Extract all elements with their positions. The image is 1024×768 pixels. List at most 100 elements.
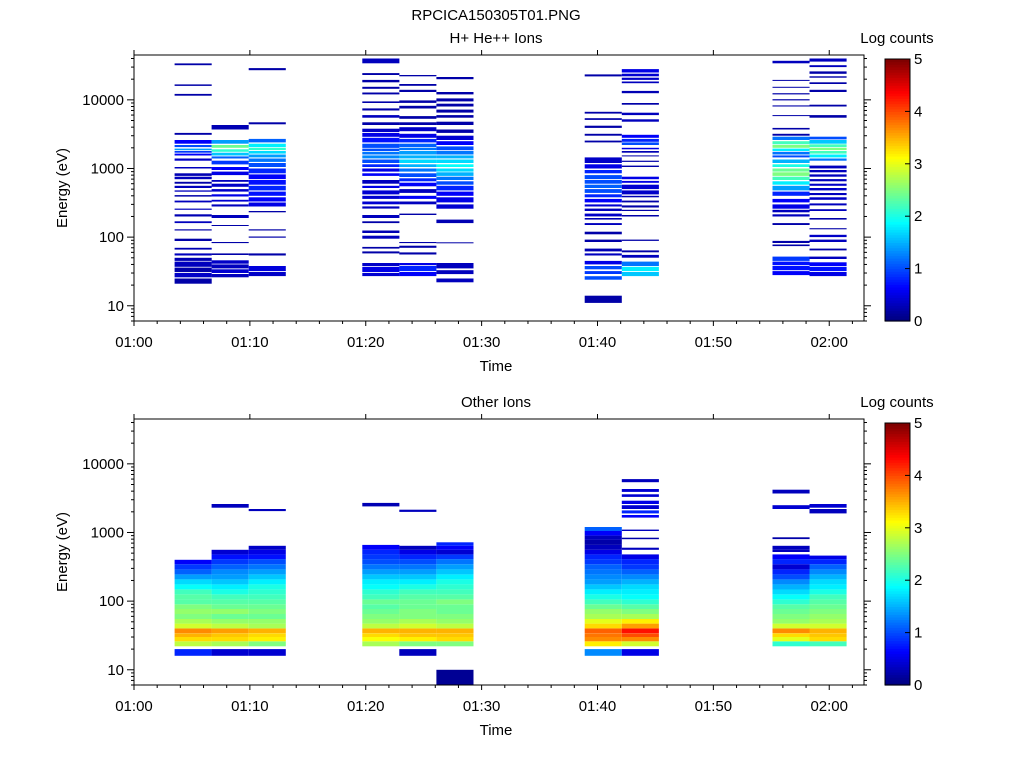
colorbar-segment	[885, 451, 910, 456]
heatmap-cell	[436, 135, 474, 140]
heatmap-cell	[809, 179, 847, 182]
heatmap-cell	[584, 535, 622, 540]
colorbar-segment	[885, 446, 910, 450]
heatmap-cell	[584, 641, 622, 647]
heatmap-cell	[772, 618, 810, 624]
heatmap-cell	[362, 569, 400, 575]
colorbar-segment	[885, 90, 910, 94]
heatmap-cell	[436, 545, 474, 550]
heatmap-cell	[362, 128, 400, 132]
heatmap-cell	[248, 594, 286, 600]
heatmap-cell	[621, 272, 659, 277]
heatmap-cell	[436, 278, 474, 283]
heatmap-cell	[362, 180, 400, 184]
colorbar-segment	[885, 462, 910, 466]
colorbar-segment	[885, 530, 910, 534]
heatmap-cell	[584, 266, 622, 270]
heatmap-cell	[772, 93, 810, 95]
heatmap-cell	[809, 637, 847, 642]
heatmap-cell	[248, 623, 286, 629]
heatmap-cell	[362, 115, 400, 118]
heatmap-cell	[248, 151, 286, 154]
heatmap-cell	[772, 505, 810, 509]
heatmap-cell	[809, 82, 847, 84]
heatmap-cell	[399, 213, 437, 215]
colorbar-segment	[885, 179, 910, 183]
heatmap-cell	[621, 147, 659, 150]
heatmap-cell	[362, 623, 400, 629]
colorbar-segment	[885, 213, 910, 217]
heatmap-cell	[621, 515, 659, 518]
colorbar-tick-label: 4	[914, 467, 922, 484]
heatmap-cell	[621, 215, 659, 217]
heatmap-cell	[809, 614, 847, 619]
heatmap-cell	[584, 208, 622, 211]
heatmap-cell	[772, 589, 810, 595]
heatmap-cell	[248, 143, 286, 148]
heatmap-cell	[436, 92, 474, 95]
heatmap-cell	[174, 140, 212, 144]
heatmap-cell	[584, 231, 622, 235]
heatmap-cell	[174, 257, 212, 261]
colorbar-segment	[885, 629, 910, 634]
heatmap-cell	[248, 185, 286, 191]
colorbar: 0 1 2 3 4 5	[884, 51, 922, 330]
heatmap-cell	[621, 599, 659, 605]
colorbar-segment	[885, 281, 910, 285]
heatmap-cell	[809, 104, 847, 107]
colorbar-segment	[885, 433, 910, 437]
colorbar-segment	[885, 200, 910, 204]
heatmap-cell	[436, 204, 474, 209]
colorbar-segment	[885, 140, 910, 144]
colorbar-segment	[885, 666, 910, 670]
heatmap-cell	[362, 137, 400, 143]
colorbar-segment	[885, 307, 910, 312]
panel-h-he-ions: H+ He++ Ions Log counts 01:00 01:10 01:20 0…	[54, 30, 934, 375]
heatmap-cell	[772, 633, 810, 637]
heatmap-cell	[621, 649, 659, 656]
heatmap-cell	[621, 574, 659, 580]
heatmap-cell	[772, 564, 810, 570]
heatmap-cell	[211, 180, 249, 182]
heatmap-cell	[584, 637, 622, 642]
heatmap-cell	[621, 160, 659, 162]
colorbar-segment	[885, 519, 910, 524]
heatmap-cell	[584, 271, 622, 274]
heatmap-cell	[174, 195, 212, 197]
heatmap-cell	[621, 142, 659, 145]
heatmap-cell	[809, 203, 847, 206]
colorbar-segment	[885, 457, 910, 461]
heatmap-cell	[362, 544, 400, 550]
y-axis: 10 100 1000 10000	[82, 422, 871, 686]
heatmap-cell	[436, 146, 474, 151]
heatmap-cell	[362, 641, 400, 647]
colorbar-segment	[885, 443, 910, 448]
heatmap-cell	[584, 594, 622, 600]
heatmap-cell	[772, 79, 810, 81]
colorbar-segment	[885, 153, 910, 157]
heatmap-cell	[174, 569, 212, 575]
heatmap-cell	[436, 584, 474, 590]
heatmap-cell	[809, 188, 847, 191]
heatmap-cell	[436, 115, 474, 118]
heatmap-cell	[362, 584, 400, 590]
heatmap-cell	[174, 278, 212, 284]
colorbar-segment	[885, 297, 910, 301]
heatmap-cell	[584, 189, 622, 193]
x-tick-label: 01:40	[579, 334, 617, 351]
heatmap-cell	[248, 197, 286, 202]
colorbar-segment	[885, 137, 910, 141]
heatmap-cell	[809, 594, 847, 600]
colorbar-tick-label: 0	[914, 677, 922, 694]
heatmap-cell	[248, 549, 286, 555]
heatmap-cell	[211, 554, 249, 560]
heatmap-cell	[584, 539, 622, 545]
colorbar-segment	[885, 653, 910, 657]
heatmap-cell	[584, 74, 622, 77]
heatmap-cell	[584, 618, 622, 624]
heatmap-cell	[399, 127, 437, 132]
heatmap-cell	[248, 649, 286, 656]
heatmap-cell	[436, 669, 474, 685]
heatmap-cell	[399, 195, 437, 199]
